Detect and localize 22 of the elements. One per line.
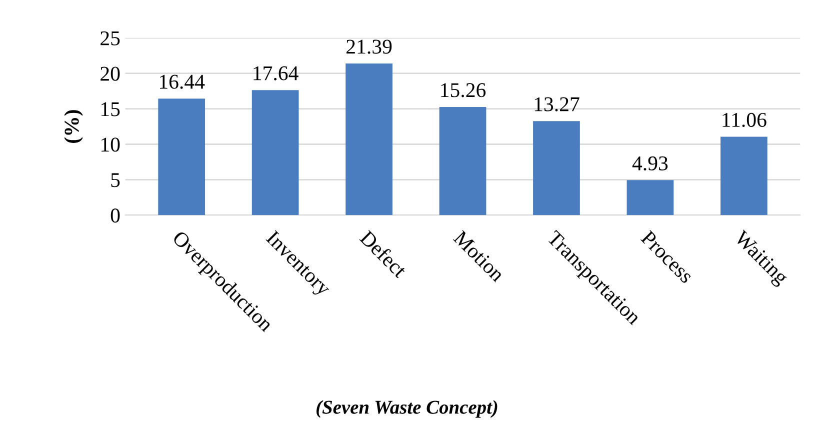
y-tick-label: 10	[101, 138, 120, 152]
y-tick-label: 15	[101, 102, 120, 116]
data-label: 16.44	[160, 74, 205, 89]
bar	[158, 98, 206, 216]
bar	[533, 121, 580, 216]
bar	[346, 64, 392, 216]
y-axis-title: (%)	[64, 110, 83, 143]
data-label: 11.06	[722, 112, 766, 128]
x-axis-title: (Seven Waste Concept)	[316, 400, 498, 418]
data-label: 15.26	[441, 83, 486, 98]
bar	[252, 90, 299, 216]
y-tick-label: 0	[110, 208, 120, 223]
data-label: 4.93	[632, 156, 668, 170]
data-label: 17.64	[254, 66, 298, 80]
y-tick-label: 25	[100, 31, 120, 46]
bar	[720, 136, 768, 216]
bar	[439, 106, 486, 216]
bar	[626, 180, 674, 216]
data-label: 13.27	[534, 97, 580, 112]
y-tick-label: 5	[111, 173, 120, 188]
data-label: 21.39	[346, 40, 392, 54]
y-tick-label: 20	[100, 66, 120, 81]
